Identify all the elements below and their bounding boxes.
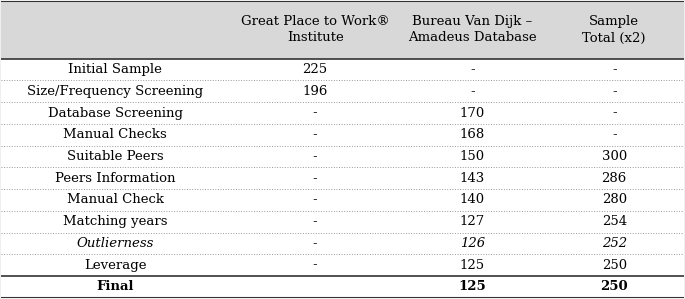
Text: -: - bbox=[313, 150, 317, 163]
Text: 280: 280 bbox=[601, 193, 627, 206]
Text: 127: 127 bbox=[460, 215, 485, 228]
Text: 250: 250 bbox=[601, 280, 628, 293]
Text: -: - bbox=[313, 259, 317, 271]
Text: -: - bbox=[612, 63, 616, 76]
Text: -: - bbox=[470, 85, 475, 98]
Text: Matching years: Matching years bbox=[63, 215, 167, 228]
Text: Outlierness: Outlierness bbox=[77, 237, 154, 250]
Text: 125: 125 bbox=[460, 259, 485, 271]
Text: 196: 196 bbox=[303, 85, 328, 98]
Text: -: - bbox=[612, 106, 616, 120]
Text: 286: 286 bbox=[601, 172, 627, 185]
Text: -: - bbox=[313, 193, 317, 206]
Text: Initial Sample: Initial Sample bbox=[68, 63, 162, 76]
Text: Manual Checks: Manual Checks bbox=[63, 128, 167, 141]
Text: Final: Final bbox=[97, 280, 134, 293]
Text: 126: 126 bbox=[460, 237, 485, 250]
Bar bbox=[1, 1, 684, 59]
Text: 140: 140 bbox=[460, 193, 485, 206]
Text: Suitable Peers: Suitable Peers bbox=[67, 150, 164, 163]
Text: -: - bbox=[470, 63, 475, 76]
Text: 252: 252 bbox=[601, 237, 627, 250]
Text: 254: 254 bbox=[601, 215, 627, 228]
Text: Great Place to Work®
Institute: Great Place to Work® Institute bbox=[241, 15, 390, 45]
Text: -: - bbox=[313, 215, 317, 228]
Text: Peers Information: Peers Information bbox=[55, 172, 175, 185]
Text: -: - bbox=[313, 128, 317, 141]
Bar bbox=[1, 59, 684, 298]
Text: 168: 168 bbox=[460, 128, 485, 141]
Text: 170: 170 bbox=[460, 106, 485, 120]
Text: 250: 250 bbox=[601, 259, 627, 271]
Text: 150: 150 bbox=[460, 150, 485, 163]
Text: -: - bbox=[313, 237, 317, 250]
Text: Size/Frequency Screening: Size/Frequency Screening bbox=[27, 85, 203, 98]
Text: Sample
Total (x2): Sample Total (x2) bbox=[582, 15, 646, 45]
Text: Bureau Van Dijk –
Amadeus Database: Bureau Van Dijk – Amadeus Database bbox=[408, 15, 537, 45]
Text: 125: 125 bbox=[458, 280, 486, 293]
Text: -: - bbox=[313, 106, 317, 120]
Text: -: - bbox=[313, 172, 317, 185]
Text: 143: 143 bbox=[460, 172, 485, 185]
Text: -: - bbox=[612, 128, 616, 141]
Text: -: - bbox=[612, 85, 616, 98]
Text: Database Screening: Database Screening bbox=[48, 106, 183, 120]
Text: 225: 225 bbox=[303, 63, 327, 76]
Text: Manual Check: Manual Check bbox=[66, 193, 164, 206]
Text: 300: 300 bbox=[601, 150, 627, 163]
Text: Leverage: Leverage bbox=[84, 259, 147, 271]
